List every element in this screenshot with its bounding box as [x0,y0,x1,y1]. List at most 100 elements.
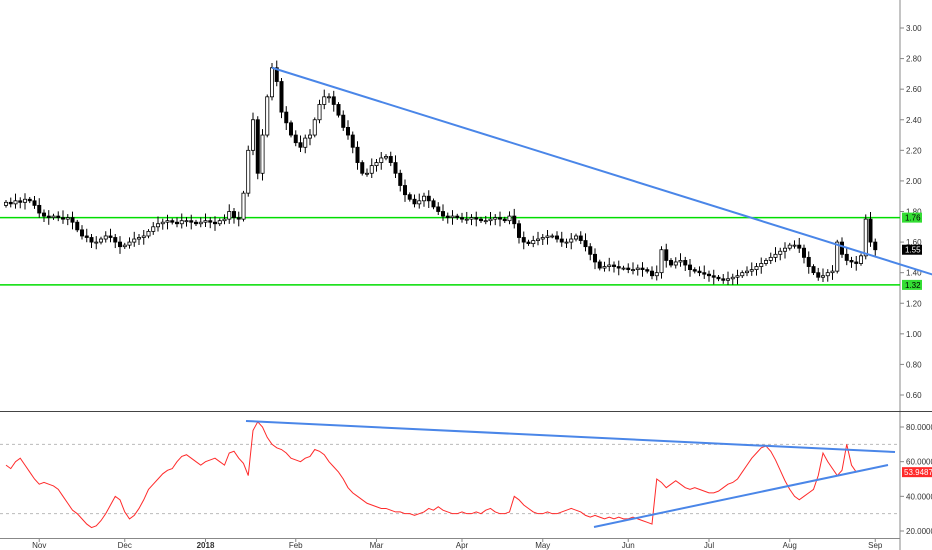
candle [697,266,702,277]
candle-body [773,253,778,258]
candle-body [802,247,807,258]
candle [417,193,422,209]
candle-body [75,221,80,231]
candle [307,129,312,146]
candle [37,198,42,218]
candle [783,242,788,259]
candle [854,255,859,271]
candle-body [792,244,797,247]
candle [46,210,51,225]
candle-body [835,241,840,272]
candle-body [374,162,379,167]
candle-body [859,255,864,264]
price-tick-label: 3.00 [906,24,922,33]
candle-body [369,165,374,174]
candle-body [108,235,113,238]
candle-body [631,269,636,272]
time-tick-label: Jun [622,541,635,550]
candle-body [241,192,246,220]
candle [345,120,350,140]
candle-body [825,272,830,277]
osc-upper-trendline [245,420,896,453]
candle-body [279,81,284,113]
candle [388,151,393,167]
candle-body [849,260,854,263]
candle-body [246,149,251,194]
candle-body [379,157,384,163]
candle [597,259,602,271]
candle [626,263,631,274]
candle [426,190,431,208]
candle [241,190,246,222]
osc-lower-trendline [593,464,889,528]
price-tick-label: 1.00 [906,330,922,339]
candle-body [602,266,607,269]
candle-body [288,122,293,136]
candle [464,211,469,224]
candle-body [99,238,104,243]
candle [517,220,522,244]
candle [497,211,502,227]
candle [170,218,175,225]
candle [122,242,127,249]
time-tick-label: Nov [32,541,46,550]
candle [374,159,379,172]
candle-body [440,211,445,217]
candle [13,193,18,209]
candle [179,213,184,229]
candle-body [37,204,42,214]
time-tick-label: Apr [456,541,469,550]
candle-body [303,137,308,148]
candle [749,262,754,276]
candle [421,192,426,207]
candle-body [702,272,707,275]
candle-body [526,241,531,245]
candle-body [89,237,94,243]
candle-body [122,244,127,248]
price-tick-label: 0.60 [906,391,922,400]
candle-body [250,119,255,151]
candle-body [431,200,436,208]
candle-body [659,249,664,274]
osc-last-badge [902,467,932,478]
candle [42,209,47,223]
candle [383,154,388,161]
price-tick-label: 2.60 [906,85,922,94]
candle-body [421,195,426,202]
candle-body [103,235,108,240]
candle-body [583,240,588,248]
candle [574,233,579,242]
candle-body [146,230,151,237]
candle-body [678,260,683,263]
candle-body [683,260,688,266]
candle-body [464,218,469,221]
candle-body [531,240,536,245]
candle [612,261,617,273]
candle-body [412,198,417,205]
candle [868,211,873,247]
candle [341,110,346,131]
candle [440,204,445,221]
candle-body [673,261,678,266]
candle-body [445,215,450,219]
candle [398,169,403,192]
candle-body [692,269,697,272]
time-tick-label: Feb [289,541,303,550]
candle-body [184,220,189,223]
candle-body [787,244,792,249]
candle [260,129,265,181]
candle-body [797,244,802,249]
candle-body [70,217,75,223]
candle [531,235,536,248]
candle [94,236,99,250]
candle-body [550,235,555,238]
candle-body [236,217,241,220]
candle [659,246,664,279]
candle [84,228,89,243]
candle [155,216,160,232]
level-badge [902,212,922,223]
candle-body [393,162,398,174]
candle-body [322,96,327,105]
candle-body [450,215,455,219]
candle-body [517,223,522,238]
